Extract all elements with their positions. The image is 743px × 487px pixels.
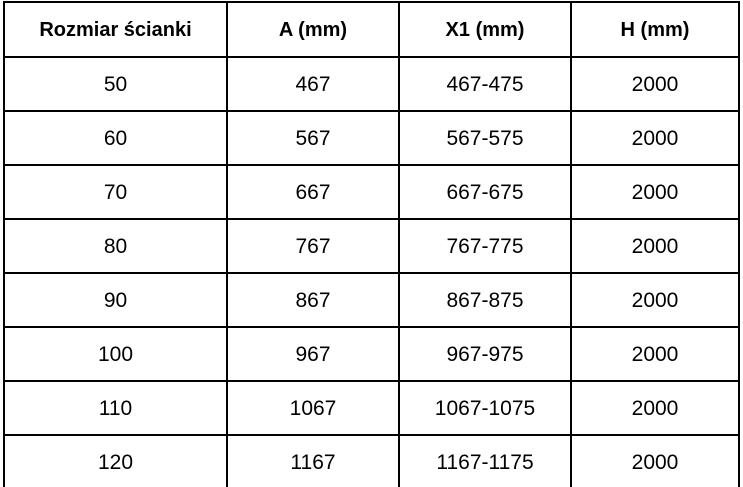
table-row: 90 867 867-875 2000 [3,272,740,328]
table-row: 100 967 967-975 2000 [3,326,740,382]
cell-x1: 1067-1075 [398,380,572,436]
cell-a-value: 467 [295,72,331,96]
table-row: 50 467 467-475 2000 [3,56,740,112]
column-header-x1: X1 (mm) [398,1,572,58]
cell-h-value: 2000 [631,180,679,204]
cell-x1: 667-675 [398,164,572,220]
cell-x1-value: 467-475 [446,72,524,96]
cell-h: 2000 [570,272,740,328]
cell-size-value: 120 [97,450,134,474]
cell-h-value: 2000 [631,450,679,474]
cell-h: 2000 [570,380,740,436]
cell-a-value: 1167 [290,450,336,474]
cell-x1: 967-975 [398,326,572,382]
table-row: 80 767 767-775 2000 [3,218,740,274]
cell-x1: 867-875 [398,272,572,328]
cell-size: 70 [3,164,228,220]
column-header-h: H (mm) [570,1,740,58]
column-header-h-label: H (mm) [620,18,690,41]
cell-a-value: 567 [295,126,331,150]
cell-a: 667 [226,164,400,220]
table-row: 60 567 567-575 2000 [3,110,740,166]
cell-h-value: 2000 [631,342,679,366]
column-header-a-label: A (mm) [278,18,348,41]
table-row: 120 1167 1167-1175 2000 [3,434,740,487]
cell-x1-value: 667-675 [446,180,524,204]
cell-size: 50 [3,56,228,112]
column-header-size-label: Rozmiar ścianki [39,18,192,41]
cell-a-value: 967 [295,342,331,366]
cell-x1: 767-775 [398,218,572,274]
cell-h: 2000 [570,326,740,382]
cell-size-value: 100 [97,342,134,366]
cell-size-value: 60 [103,126,128,150]
cell-h-value: 2000 [631,126,679,150]
cell-x1: 467-475 [398,56,572,112]
cell-x1-value: 967-975 [446,342,524,366]
cell-h: 2000 [570,218,740,274]
cell-x1-value: 1167-1175 [436,450,534,474]
cell-size-value: 50 [103,72,128,96]
cell-size-value: 80 [103,234,128,258]
cell-x1: 567-575 [398,110,572,166]
table-row: 70 667 667-675 2000 [3,164,740,220]
column-header-size: Rozmiar ścianki [3,1,228,58]
column-header-x1-label: X1 (mm) [445,18,525,41]
cell-size: 110 [3,380,228,436]
cell-a-value: 1067 [289,396,337,420]
cell-a: 867 [226,272,400,328]
cell-a: 1067 [226,380,400,436]
cell-size: 120 [3,434,228,487]
cell-size: 60 [3,110,228,166]
cell-x1-value: 767-775 [446,234,524,258]
cell-size-value: 110 [98,396,133,420]
table-header-row: Rozmiar ścianki A (mm) X1 (mm) H (mm) [3,1,740,58]
table-row: 110 1067 1067-1075 2000 [3,380,740,436]
cell-a: 567 [226,110,400,166]
cell-h: 2000 [570,434,740,487]
cell-size: 80 [3,218,228,274]
cell-h-value: 2000 [631,234,679,258]
cell-size: 90 [3,272,228,328]
dimensions-table: Rozmiar ścianki A (mm) X1 (mm) H (mm) 50… [3,1,740,487]
cell-a: 967 [226,326,400,382]
cell-a: 1167 [226,434,400,487]
cell-size: 100 [3,326,228,382]
table-body: 50 467 467-475 2000 60 567 567-575 2000 … [3,56,740,487]
cell-a-value: 767 [295,234,331,258]
cell-a-value: 667 [295,180,331,204]
cell-x1: 1167-1175 [398,434,572,487]
cell-x1-value: 567-575 [446,126,524,150]
cell-x1-value: 1067-1075 [434,396,536,420]
cell-a: 467 [226,56,400,112]
cell-a: 767 [226,218,400,274]
cell-h-value: 2000 [631,396,679,420]
cell-a-value: 867 [295,288,331,312]
cell-h-value: 2000 [631,72,679,96]
cell-h: 2000 [570,56,740,112]
cell-h: 2000 [570,164,740,220]
cell-h-value: 2000 [631,288,679,312]
cell-x1-value: 867-875 [446,288,524,312]
cell-size-value: 90 [103,288,128,312]
cell-h: 2000 [570,110,740,166]
cell-size-value: 70 [103,180,128,204]
table-header: Rozmiar ścianki A (mm) X1 (mm) H (mm) [3,1,740,58]
column-header-a: A (mm) [226,1,400,58]
